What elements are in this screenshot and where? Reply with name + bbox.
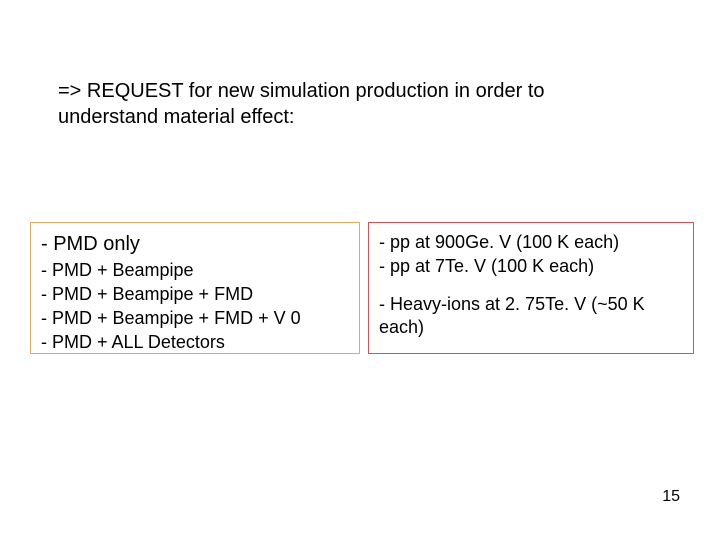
page-number: 15	[662, 488, 680, 506]
left-config-box: - PMD only - PMD + Beampipe - PMD + Beam…	[30, 222, 360, 354]
left-box-item: - PMD + Beampipe	[41, 259, 349, 283]
right-box-line: - pp at 7Te. V (100 K each)	[379, 255, 683, 279]
right-box-line: - pp at 900Ge. V (100 K each)	[379, 231, 683, 255]
request-text: => REQUEST for new simulation production…	[58, 78, 618, 130]
left-box-item: - PMD + Beampipe + FMD + V 0	[41, 307, 349, 331]
left-box-title: - PMD only	[41, 231, 349, 257]
left-box-item: - PMD + ALL Detectors	[41, 331, 349, 355]
left-box-item: - PMD + Beampipe + FMD	[41, 283, 349, 307]
right-box-line: - Heavy-ions at 2. 75Te. V (~50 K each)	[379, 293, 683, 341]
spacer	[379, 279, 683, 293]
right-conditions-box: - pp at 900Ge. V (100 K each) - pp at 7T…	[368, 222, 694, 354]
